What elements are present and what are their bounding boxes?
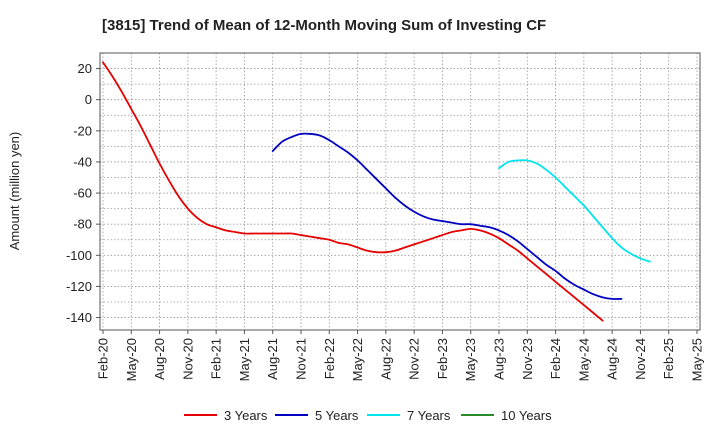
grid-lines [100,52,700,330]
y-tick-label: 20 [78,61,92,76]
series-lines [102,61,651,322]
x-tick-label: Feb-23 [435,338,450,379]
y-tick-label: 0 [85,92,92,107]
x-tick-label: Feb-24 [548,338,563,379]
x-tick-label: May-22 [350,338,365,381]
x-tick-label: Aug-21 [265,338,280,380]
y-axis-ticks: 20 0 -20 -40 -60 -80 -100 -120 -140 [66,61,100,325]
y-tick-label: -40 [73,154,92,169]
y-tick-label: -60 [73,186,92,201]
y-tick-label: -80 [73,217,92,232]
x-tick-label: Aug-24 [605,338,620,380]
x-tick-label: Nov-23 [520,338,535,380]
plot-area-frame [99,52,701,331]
x-tick-label: Feb-20 [96,338,111,379]
y-tick-label: -120 [66,279,92,294]
legend-label-10-years: 10 Years [501,408,552,423]
x-tick-label: Feb-25 [661,338,676,379]
y-tick-label: -140 [66,310,92,325]
legend-label-5-years: 5 Years [315,408,359,423]
x-tick-label: Nov-24 [633,338,648,380]
x-tick-label: May-20 [124,338,139,381]
y-axis-label: Amount (million yen) [7,132,22,251]
x-tick-label: May-23 [463,338,478,381]
legend: 3 Years 5 Years 7 Years 10 Years [184,408,552,423]
x-tick-label: Feb-21 [209,338,224,379]
x-tick-label: Feb-22 [322,338,337,379]
legend-label-7-years: 7 Years [407,408,451,423]
x-tick-label: May-24 [576,338,591,381]
legend-label-3-years: 3 Years [224,408,268,423]
series-line-7-years [498,159,651,263]
y-tick-label: -100 [66,248,92,263]
x-tick-label: May-21 [237,338,252,381]
x-axis-ticks: Feb-20 May-20 Aug-20 Nov-20 Feb-21 May-21 Aug-… [96,330,705,381]
x-tick-label: Aug-22 [378,338,393,380]
chart-title: [3815] Trend of Mean of 12-Month Moving … [102,17,546,34]
x-tick-label: Nov-22 [407,338,422,380]
x-tick-label: May-25 [690,338,705,381]
x-tick-label: Nov-20 [180,338,195,380]
x-tick-label: Aug-23 [492,338,507,380]
x-tick-label: Nov-21 [294,338,309,380]
series-line-3-years [102,61,604,322]
y-tick-label: -20 [73,123,92,138]
series-line-5-years [271,132,623,300]
x-tick-label: Aug-20 [152,338,167,380]
